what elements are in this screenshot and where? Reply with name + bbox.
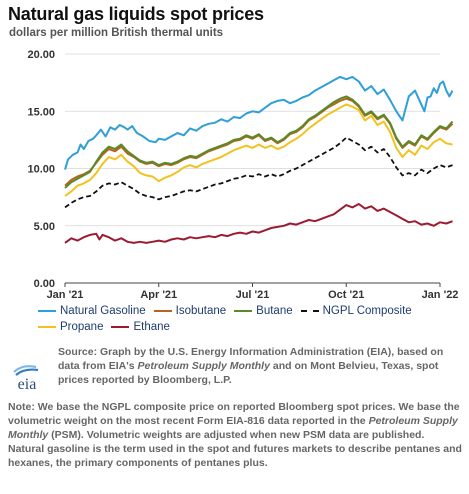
legend-item: Butane [234, 303, 293, 319]
y-tick-label: 10.00 [27, 164, 55, 176]
legend-row-2: Propane Ethane [38, 319, 458, 335]
x-tick-label: Jul '21 [236, 289, 270, 300]
legend-label: Natural Gasoline [60, 305, 146, 317]
legend-swatch [300, 310, 319, 312]
legend-label: Propane [60, 321, 104, 333]
gridlines [65, 53, 440, 284]
legend-swatch [38, 310, 56, 312]
legend-swatch [153, 310, 172, 312]
legend-label: Isobutane [175, 305, 227, 317]
legend-label: Ethane [133, 321, 170, 333]
note-italic: Petroleum Supply Monthly [8, 415, 458, 441]
series-line-propane [64, 103, 453, 197]
note-part-2: (PSM). Volumetric weights are adjusted w… [8, 429, 462, 469]
source-suffix: and on Mont Belvieu, Texas, spot prices … [58, 360, 439, 386]
y-tick-label: 0.00 [34, 278, 55, 290]
note-part-1: Note: We base the NGPL composite price o… [8, 401, 460, 427]
series-line-ethane [64, 203, 453, 244]
eia-logo: eia [13, 365, 39, 392]
x-tick-label: Jan '21 [47, 289, 84, 300]
legend-label: Butane [256, 305, 293, 317]
legend-item: Isobutane [153, 303, 227, 319]
eia-logo-text: eia [18, 376, 37, 392]
x-axis-ticks: Jan '21 Apr '21 Jul '21 Oct '21 Jan '22 [47, 283, 459, 300]
source-italic: Petroleum Supply Monthly [137, 360, 270, 372]
chart-title: Natural gas liquids spot prices [8, 4, 264, 24]
series-line-butane [64, 95, 454, 189]
source-prefix: Source: Graph by the U.S. Energy Informa… [58, 346, 444, 372]
legend-label: NGPL Composite [322, 305, 412, 317]
legend-item: Natural Gasoline [38, 303, 146, 319]
source-note: Source: Graph by the U.S. Energy Informa… [58, 345, 462, 387]
series-line-natural-gasoline [64, 75, 454, 170]
legend-swatch [38, 326, 56, 328]
x-tick-label: Apr '21 [140, 289, 177, 300]
legend-row-1: Natural Gasoline Isobutane Butane NGPL Comp… [38, 303, 458, 319]
series-lines [64, 75, 454, 244]
footnote: Note: We base the NGPL composite price o… [8, 400, 463, 470]
x-tick-label: Jan '22 [422, 289, 459, 300]
line-chart: 0.00 5.00 10.00 15.00 20.00 Jan '21 Apr '21 Ju… [27, 49, 459, 300]
legend: Natural Gasoline Isobutane Butane NGPL Comp… [38, 303, 458, 335]
y-tick-label: 15.00 [27, 106, 55, 118]
legend-item: Ethane [111, 319, 170, 335]
y-tick-label: 5.00 [34, 221, 55, 233]
x-tick-label: Oct '21 [328, 289, 364, 300]
legend-swatch [111, 326, 130, 328]
legend-item: Propane [38, 319, 103, 335]
legend-swatch [234, 310, 253, 312]
series-line-ngpl-composite [64, 136, 453, 209]
chart-subtitle: dollars per million British thermal unit… [9, 27, 224, 39]
legend-item: NGPL Composite [300, 303, 412, 319]
y-tick-label: 20.00 [27, 49, 55, 61]
y-axis-ticks: 0.00 5.00 10.00 15.00 20.00 [27, 49, 55, 290]
